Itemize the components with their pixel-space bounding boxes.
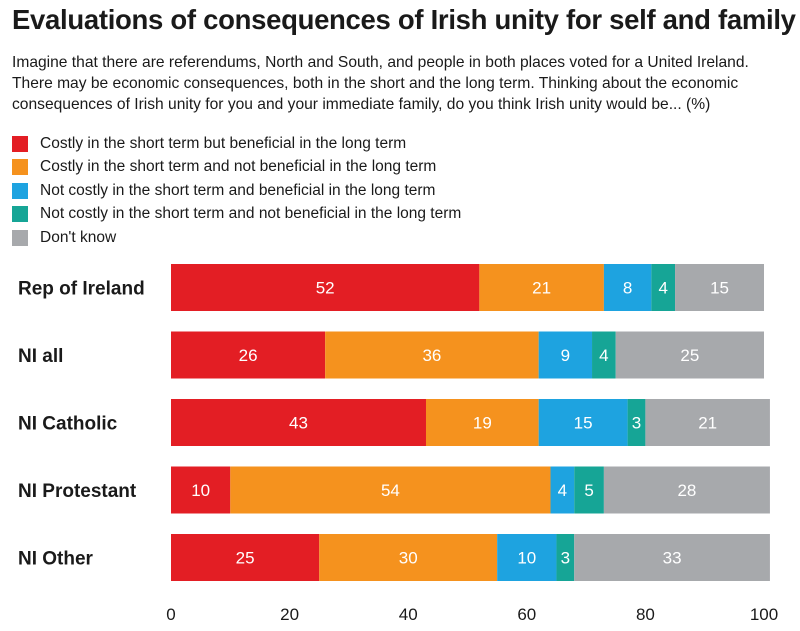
legend-swatch	[12, 229, 28, 246]
bar-segment	[603, 466, 770, 514]
data-label: 21	[532, 279, 551, 298]
bar-segment	[574, 466, 604, 514]
x-tick-label: 60	[517, 605, 536, 624]
data-label: 25	[236, 549, 255, 568]
legend-item: Costly in the short term and not benefic…	[12, 156, 461, 180]
bar-segment	[592, 331, 616, 379]
data-label: 21	[698, 414, 717, 433]
data-label: 28	[677, 481, 696, 500]
bar-segment	[319, 534, 498, 581]
data-label: 3	[632, 414, 641, 433]
bar-segment	[603, 264, 652, 311]
category-label: NI Catholic	[18, 414, 118, 435]
data-label: 5	[584, 481, 593, 500]
data-label: 15	[574, 414, 593, 433]
data-label: 25	[680, 346, 699, 365]
x-tick-label: 40	[399, 605, 418, 624]
bar-segment	[538, 331, 593, 379]
data-label: 52	[316, 279, 335, 298]
x-tick-label: 80	[636, 605, 655, 624]
bar-segment	[171, 331, 326, 379]
data-label: 36	[422, 346, 441, 365]
data-label: 15	[710, 279, 729, 298]
bar-segment	[574, 534, 770, 581]
legend-label: Don't know	[40, 228, 117, 246]
bar-segment	[675, 264, 764, 311]
data-label: 10	[191, 481, 210, 500]
chart-subtitle: Imagine that there are referendums, Nort…	[12, 54, 749, 113]
chart-title: Evaluations of consequences of Irish uni…	[12, 4, 796, 35]
data-label: 43	[289, 414, 308, 433]
legend-label: Not costly in the short term and benefic…	[40, 181, 436, 199]
legend-label: Not costly in the short term and not ben…	[40, 205, 462, 223]
legend-item: Not costly in the short term and not ben…	[12, 203, 461, 227]
data-label: 33	[663, 549, 682, 568]
data-label: 4	[558, 481, 567, 500]
bar-segment	[497, 534, 557, 581]
data-label: 54	[381, 481, 400, 500]
x-tick-label: 100	[750, 605, 778, 624]
legend-item: Don't know	[12, 226, 461, 250]
legend-item: Costly in the short term but beneficial …	[12, 132, 461, 156]
x-tick-label: 20	[280, 605, 299, 624]
legend-label: Costly in the short term and not benefic…	[40, 158, 437, 176]
bar-segment	[556, 534, 575, 581]
bar-segment	[171, 534, 320, 581]
bar-segment	[538, 399, 628, 446]
bar-segment	[325, 331, 539, 379]
legend-swatch	[12, 135, 28, 152]
x-tick-label: 0	[166, 605, 175, 624]
data-label: 30	[399, 549, 418, 568]
legend-item: Not costly in the short term and benefic…	[12, 179, 461, 203]
bar-segment	[171, 264, 480, 311]
bar-segment	[425, 399, 539, 446]
data-label: 3	[561, 549, 570, 568]
data-label: 9	[561, 346, 570, 365]
legend: Costly in the short term but beneficial …	[12, 132, 461, 250]
bar-segment	[479, 264, 604, 311]
category-label: NI all	[18, 346, 63, 367]
bar-segment	[171, 399, 426, 446]
category-label: Rep of Ireland	[18, 279, 145, 300]
bar-segment	[615, 331, 764, 379]
data-label: 4	[599, 346, 608, 365]
data-label: 26	[239, 346, 258, 365]
bar-segment	[171, 466, 231, 514]
data-label: 10	[517, 549, 536, 568]
data-label: 19	[473, 414, 492, 433]
category-label: NI Other	[18, 549, 94, 570]
category-label: NI Protestant	[18, 481, 137, 502]
bar-segment	[645, 399, 770, 446]
bar-segment	[550, 466, 575, 514]
legend-label: Costly in the short term but beneficial …	[40, 134, 407, 152]
data-label: 8	[623, 279, 632, 298]
legend-swatch	[12, 182, 28, 199]
bar-segment	[627, 399, 646, 446]
legend-swatch	[12, 159, 28, 176]
legend-swatch	[12, 206, 28, 223]
bar-segment	[651, 264, 676, 311]
data-label: 4	[658, 279, 667, 298]
bar-segment	[230, 466, 551, 514]
